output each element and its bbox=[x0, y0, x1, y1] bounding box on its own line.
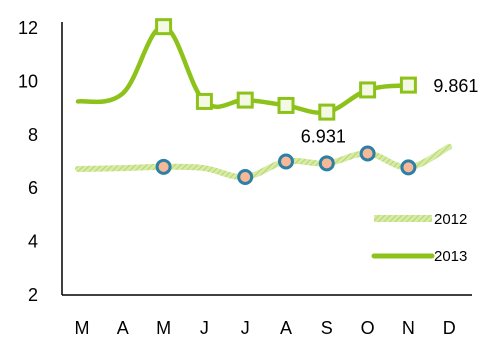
legend-label-2013: 2013 bbox=[434, 248, 467, 265]
y-tick-label: 4 bbox=[28, 232, 38, 252]
series-2013-point bbox=[318, 103, 336, 121]
x-tick-label: S bbox=[321, 318, 333, 338]
series-2013-point bbox=[195, 92, 213, 110]
series-2012-line bbox=[75, 143, 453, 181]
series-2013-point bbox=[155, 18, 173, 36]
x-tick-label: N bbox=[402, 318, 415, 338]
y-tick-label: 2 bbox=[28, 285, 38, 305]
x-tick-label: A bbox=[280, 318, 292, 338]
x-tick-label: J bbox=[241, 318, 250, 338]
legend-item-2013: 2013 bbox=[371, 248, 467, 265]
x-tick-label: J bbox=[200, 318, 209, 338]
x-tick-label: O bbox=[361, 318, 375, 338]
series-2012 bbox=[75, 143, 453, 185]
x-tick-label: M bbox=[75, 318, 90, 338]
x-tick-label: D bbox=[443, 318, 456, 338]
series-2013-point bbox=[236, 91, 254, 109]
legend: 2012 2013 bbox=[371, 211, 467, 265]
x-tick-label: A bbox=[117, 318, 129, 338]
legend-swatch-2012 bbox=[374, 215, 432, 222]
data-label-2013: 9.861 bbox=[433, 76, 478, 96]
series-2013-point bbox=[277, 96, 295, 114]
series-2012-point bbox=[318, 155, 335, 172]
series-2012-point bbox=[278, 153, 294, 170]
legend-label-2012: 2012 bbox=[434, 211, 467, 228]
y-tick-label: 12 bbox=[18, 18, 38, 38]
y-tick-label: 8 bbox=[28, 125, 38, 145]
series-2013-point bbox=[399, 76, 417, 94]
series-2013-point bbox=[359, 81, 377, 99]
series-2013 bbox=[75, 18, 417, 121]
series-2012-point bbox=[155, 158, 172, 175]
series-2012-point bbox=[400, 159, 417, 176]
legend-item-2012: 2012 bbox=[374, 211, 467, 228]
data-label-2012: 6.931 bbox=[301, 126, 346, 146]
y-tick-label: 6 bbox=[28, 178, 38, 198]
y-axis-tick-labels: 2 4 6 8 10 12 bbox=[18, 18, 38, 305]
series-2012-point bbox=[359, 145, 376, 162]
series-2012-point bbox=[237, 168, 254, 185]
y-tick-label: 10 bbox=[18, 71, 38, 91]
x-tick-label: M bbox=[156, 318, 171, 338]
